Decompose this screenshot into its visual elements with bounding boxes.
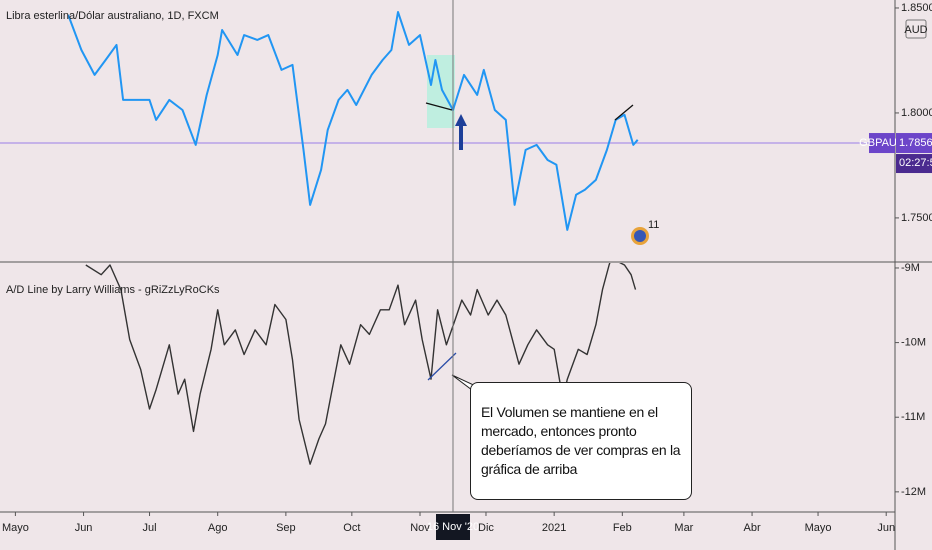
chart-title: Libra esterlina/Dólar australiano, 1D, F… [6, 10, 219, 22]
x-tick-label: Oct [343, 522, 360, 534]
trend-line [614, 104, 634, 121]
symbol-label: GBPAUD [859, 137, 905, 149]
price-pane [0, 11, 895, 231]
last-price-label: 1.78567 [899, 137, 932, 149]
x-tick-label: Mayo [2, 522, 29, 534]
last-price-box [896, 133, 932, 154]
event-icon [634, 230, 646, 242]
y-tick-label: 1.85000 [901, 2, 932, 14]
countdown-label: 02:27:50 [899, 157, 932, 169]
y-tick-label: -9M [901, 262, 920, 274]
crosshair-label-box [435, 514, 470, 540]
currency-box [905, 19, 927, 39]
y-tick-label: -11M [901, 411, 925, 423]
data-line [85, 263, 637, 465]
x-tick-label: Jun [75, 522, 93, 534]
x-tick-label: Jul [143, 522, 157, 534]
crosshair-label: 16 Nov '20 [427, 521, 479, 533]
annotation: El Volumen se mantiene en el mercado, en… [470, 382, 692, 500]
x-tick-label: Nov [410, 522, 430, 534]
data-line [67, 11, 639, 231]
indicator-title: A/D Line by Larry Williams - gRiZzLyRoCK… [6, 284, 220, 296]
x-tick-label: Sep [276, 522, 296, 534]
y-tick-label: 1.80000 [901, 107, 932, 119]
x-tick-label: Mar [674, 522, 693, 534]
trend-line [425, 102, 453, 111]
x-tick-label: Feb [613, 522, 632, 534]
countdown-box [896, 154, 932, 174]
x-tick-label: Mayo [805, 522, 832, 534]
y-tick-label: -10M [901, 337, 926, 349]
x-tick-label: Jun [877, 522, 895, 534]
y-tick-label: 1.75000 [901, 212, 932, 224]
symbol-box [869, 133, 895, 154]
y-tick-label: -12M [901, 486, 926, 498]
trend-line [427, 352, 457, 381]
indicator-pane [85, 263, 637, 465]
event-count: 11 [648, 219, 659, 231]
highlight-zone [427, 55, 455, 128]
x-tick-label: 2021 [542, 522, 566, 534]
x-tick-label: Ago [208, 522, 228, 534]
arrow-up [455, 114, 467, 150]
currency: AUD [904, 24, 927, 36]
x-tick-label: Dic [478, 522, 494, 534]
x-tick-label: Abr [744, 522, 761, 534]
